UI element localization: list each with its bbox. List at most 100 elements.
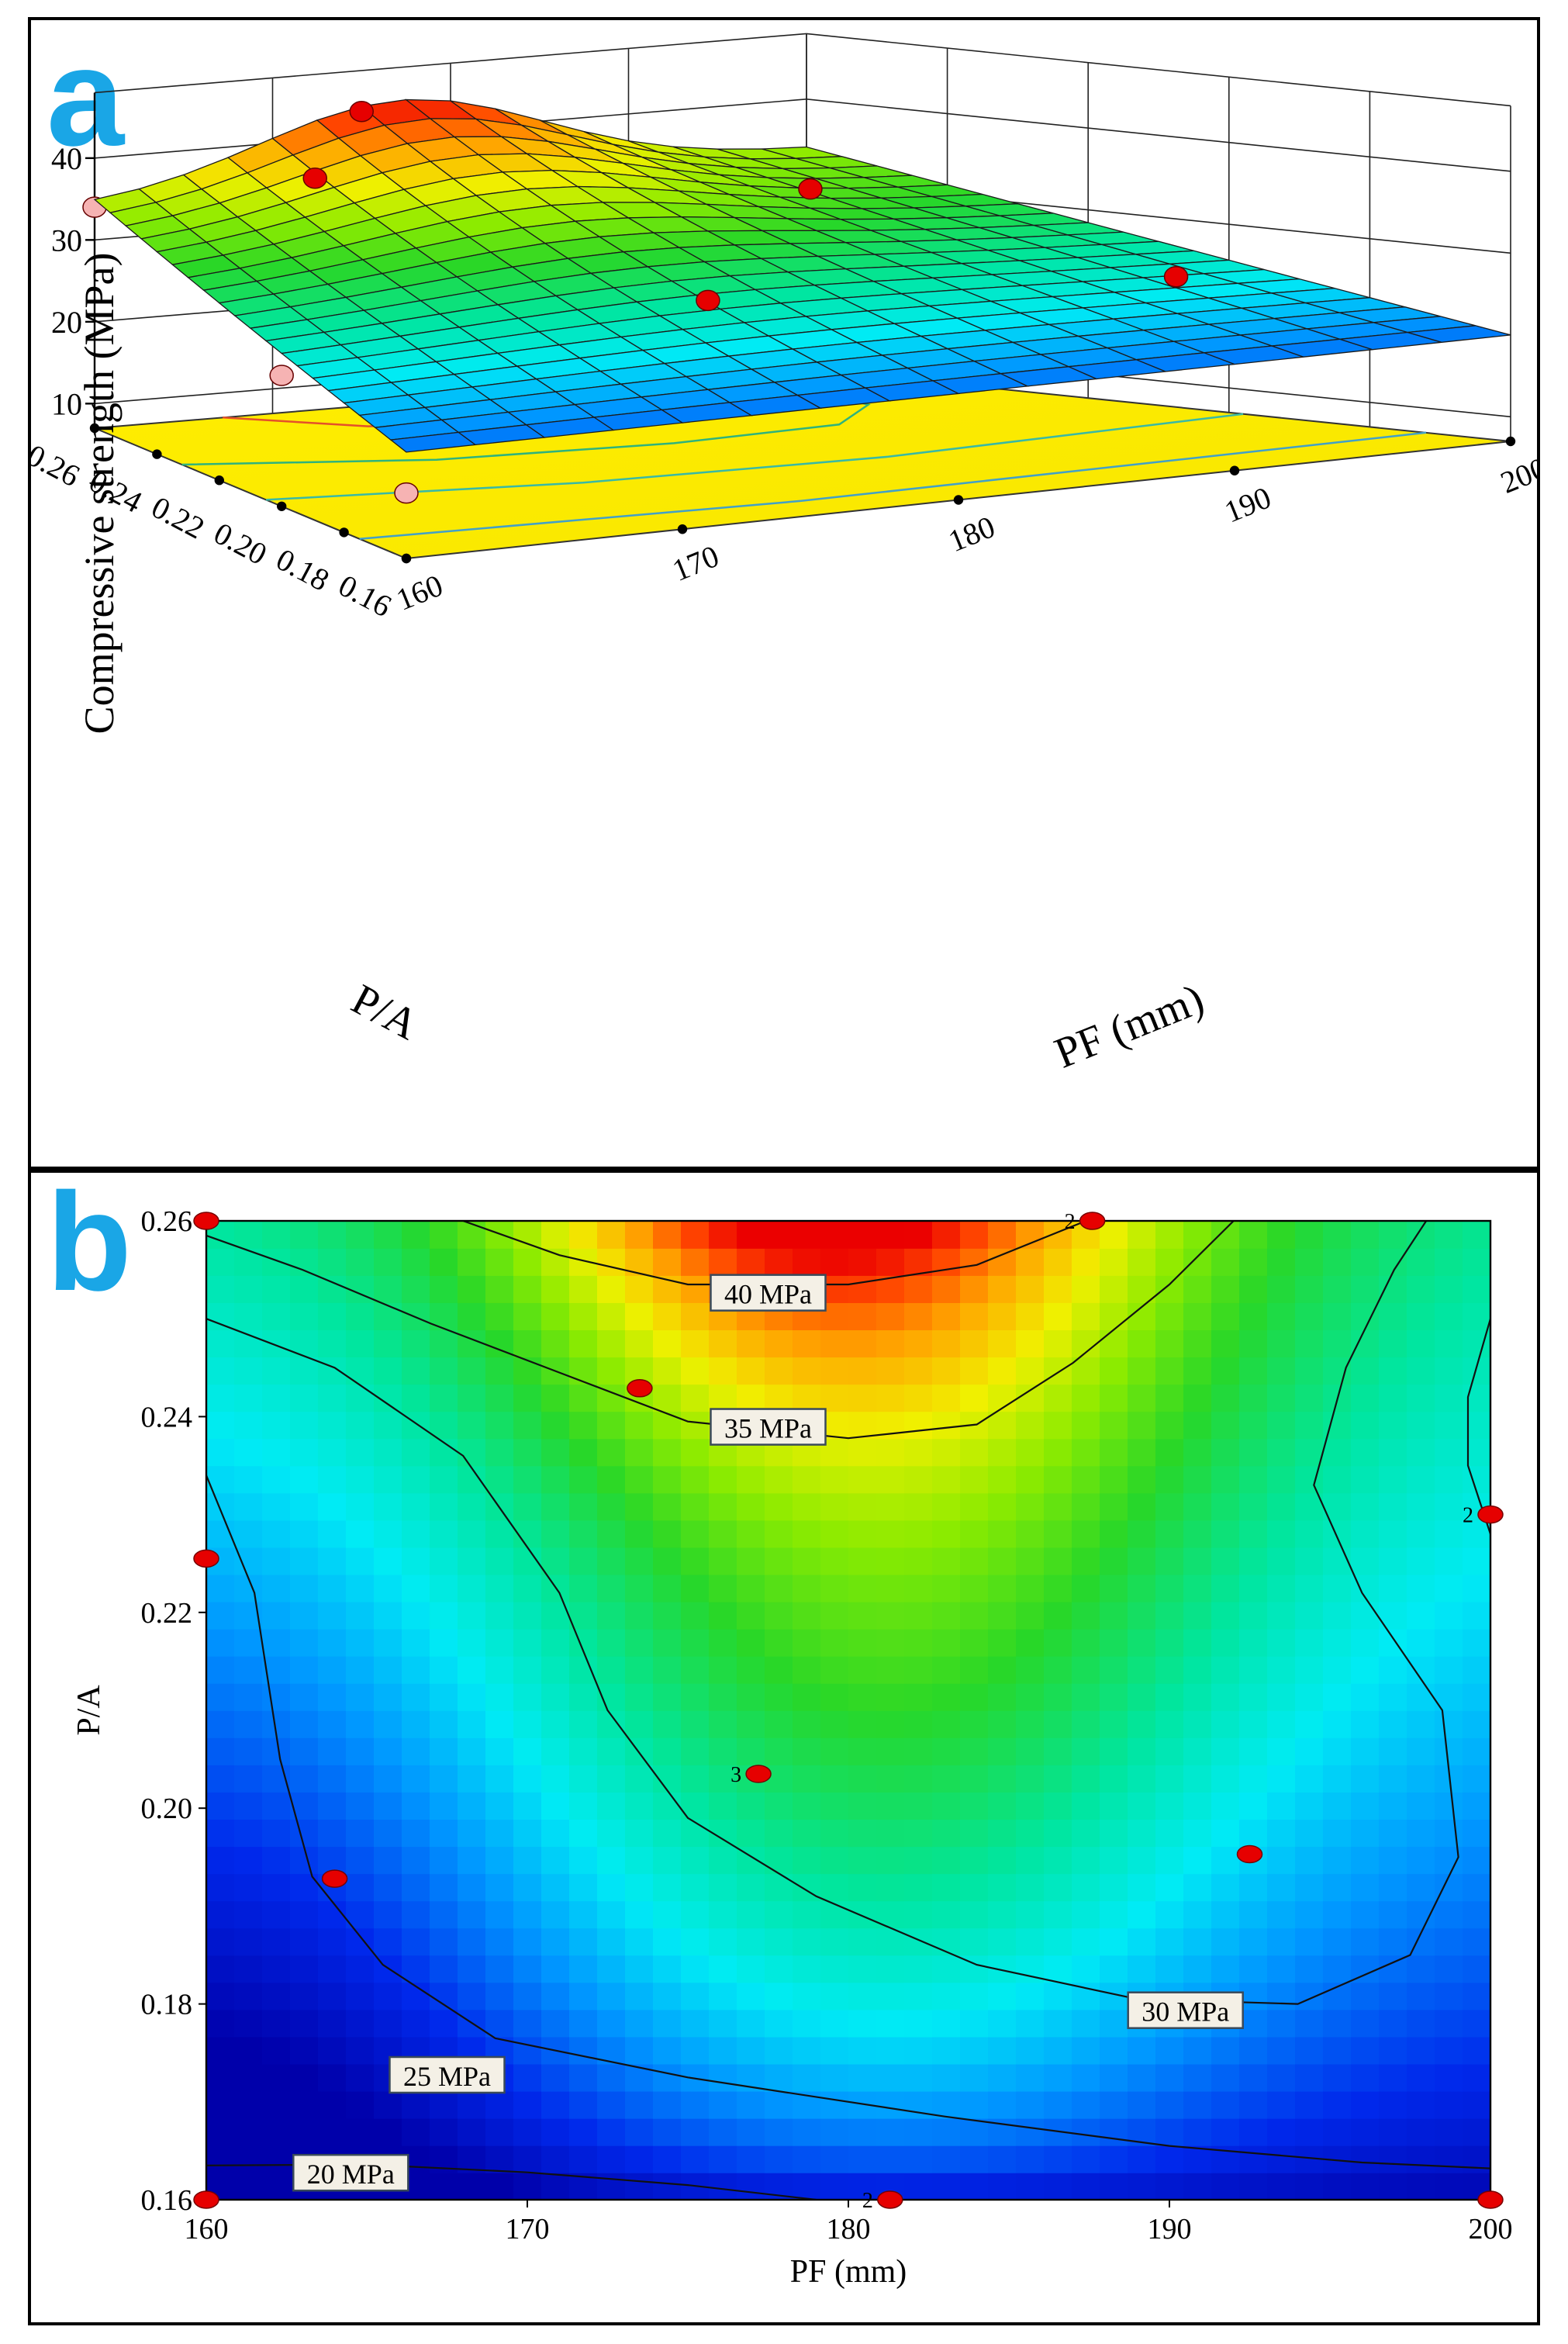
contour-cell (1044, 1329, 1072, 1358)
contour-cell (653, 2009, 682, 2038)
contour-cell (1435, 1819, 1463, 1848)
contour-cell (765, 1792, 793, 1820)
contour-cell (346, 1819, 375, 1848)
contour-cell (374, 1438, 402, 1467)
contour-cell (1267, 1411, 1296, 1440)
contour-cell (234, 2063, 263, 2092)
contour-cell (1128, 1655, 1156, 1684)
contour-cell (1100, 1221, 1128, 1249)
contour-cell (234, 1519, 263, 1548)
contour-cell (709, 1873, 737, 1902)
contour-cell (904, 1492, 933, 1521)
contour-cell (793, 1955, 821, 1983)
contour-cell (513, 1982, 542, 2010)
contour-cell (1044, 1819, 1072, 1848)
contour-cell (485, 2090, 514, 2119)
contour-cell (848, 1710, 877, 1738)
contour-cell (653, 1519, 682, 1548)
contour-label: 20 MPa (292, 2153, 409, 2192)
contour-cell (765, 1384, 793, 1412)
contour-cell (1211, 1710, 1240, 1738)
contour-cell (988, 1846, 1017, 1875)
contour-cell (1044, 1411, 1072, 1440)
contour-cell (1016, 1846, 1045, 1875)
contour-cell (1323, 1955, 1352, 1983)
contour-cell (1155, 1492, 1184, 1521)
contour-cell (458, 1302, 486, 1331)
contour-cell (1379, 1329, 1407, 1358)
contour-cell (402, 1710, 430, 1738)
contour-cell (597, 1655, 626, 1684)
contour-cell (374, 1819, 402, 1848)
contour-cell (793, 1792, 821, 1820)
contour-cell (1072, 1411, 1100, 1440)
contour-cell (513, 1601, 542, 1630)
contour-cell (988, 1465, 1017, 1494)
contour-cell (597, 1275, 626, 1303)
contour-cell (1463, 1655, 1490, 1684)
contour-cell (234, 1655, 263, 1684)
y-tick-label: 0.16 (141, 2184, 193, 2217)
contour-cell (625, 1737, 654, 1765)
contour-cell (681, 1955, 710, 1983)
contour-cell (1435, 1248, 1463, 1276)
contour-cell (625, 1792, 654, 1820)
contour-cell (430, 1574, 458, 1602)
contour-cell (709, 1221, 737, 1249)
contour-cell (904, 2172, 933, 2200)
contour-cell (820, 2036, 849, 2065)
contour-cell (1016, 1682, 1045, 1711)
contour-cell (709, 1248, 737, 1276)
contour-label: 30 MPa (1127, 1991, 1244, 2029)
contour-cell (206, 1682, 235, 1711)
contour-cell (374, 1900, 402, 1929)
contour-cell (569, 1492, 598, 1521)
contour-cell (318, 2118, 347, 2146)
contour-cell (1239, 1765, 1268, 1793)
contour-cell (653, 1329, 682, 1358)
contour-cell (1044, 1628, 1072, 1657)
contour-cell (904, 1927, 933, 1956)
y-tick-label: 0.22 (141, 1597, 193, 1630)
contour-cell (1155, 1900, 1184, 1929)
contour-cell (625, 1465, 654, 1494)
contour-cell (1379, 2172, 1407, 2200)
contour-cell (625, 1873, 654, 1902)
contour-cell (820, 1465, 849, 1494)
contour-cell (430, 1221, 458, 1249)
contour-cell (458, 1221, 486, 1249)
contour-cell (206, 1601, 235, 1630)
contour-cell (1155, 1275, 1184, 1303)
contour-cell (709, 1492, 737, 1521)
contour-cell (1016, 2172, 1045, 2200)
contour-cell (1323, 1873, 1352, 1902)
contour-cell (1211, 1384, 1240, 1412)
contour-cell (1044, 1601, 1072, 1630)
contour-cell (1239, 1329, 1268, 1358)
contour-cell (1155, 2090, 1184, 2119)
contour-cell (1128, 1574, 1156, 1602)
contour-cell (1239, 2090, 1268, 2119)
contour-cell (458, 1873, 486, 1902)
contour-cell (1239, 1275, 1268, 1303)
contour-cell (318, 1384, 347, 1412)
contour-cell (318, 1955, 347, 1983)
contour-cell (709, 1519, 737, 1548)
contour-cell (597, 1221, 626, 1249)
contour-cell (1435, 1710, 1463, 1738)
contour-cell (737, 1574, 765, 1602)
contour-cell (737, 2172, 765, 2200)
contour-cell (932, 1628, 961, 1657)
contour-cell (458, 1710, 486, 1738)
contour-cell (597, 1574, 626, 1602)
contour-cell (765, 1628, 793, 1657)
contour-cell (988, 1682, 1017, 1711)
x-tick (1505, 436, 1516, 447)
contour-cell (932, 1574, 961, 1602)
contour-cell (904, 1792, 933, 1820)
contour-cell (1239, 1221, 1268, 1249)
contour-cell (1435, 1329, 1463, 1358)
contour-cell (290, 1302, 319, 1331)
contour-cell (346, 2090, 375, 2119)
contour-cell (290, 1492, 319, 1521)
